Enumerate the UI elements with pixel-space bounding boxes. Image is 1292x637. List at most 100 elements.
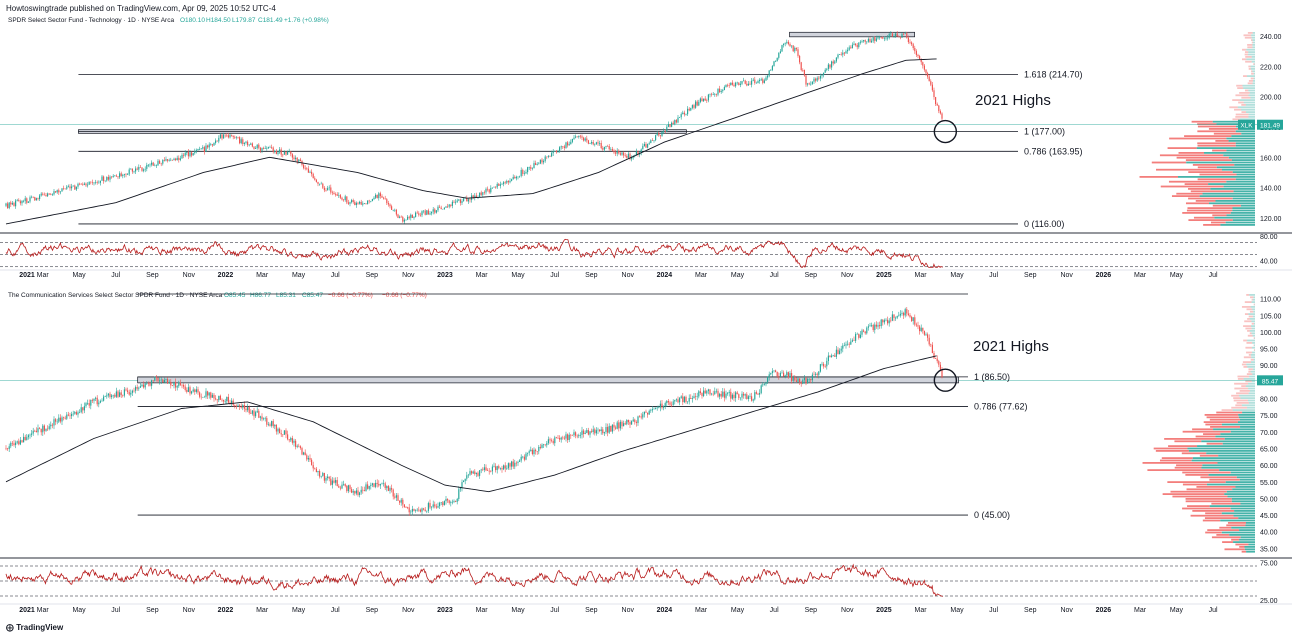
highlight-circle[interactable] (933, 368, 958, 392)
candle-body (759, 393, 761, 395)
candle-body (106, 177, 108, 181)
candle-body (730, 82, 732, 86)
candle-body (504, 465, 506, 469)
candle-body (682, 396, 684, 403)
candle-body (688, 108, 690, 111)
candle-body (907, 37, 909, 43)
volume-bar (1246, 373, 1253, 375)
y-tick-label: 40.00 (1260, 530, 1278, 537)
candle-body (352, 491, 354, 493)
volume-bar (1182, 212, 1231, 214)
candle-body (239, 405, 241, 407)
candle-body (747, 396, 749, 400)
candle-body (216, 399, 218, 401)
annotation-2021-highs: 2021 Highs (975, 92, 1051, 109)
candle-body (239, 137, 241, 144)
panel-bottom[interactable]: The Communication Services Select Sector… (0, 292, 1292, 614)
candle-body (685, 114, 687, 115)
candle-body (224, 401, 226, 402)
candle-body (783, 372, 785, 377)
candle-body (339, 195, 341, 198)
candle-body (490, 471, 492, 472)
candle-body (499, 184, 501, 186)
candle-body (8, 446, 10, 449)
volume-bar (1250, 68, 1255, 70)
y-tick-label: 55.00 (1260, 480, 1278, 487)
volume-bar (1234, 510, 1255, 512)
support-zone[interactable] (789, 31, 915, 38)
candle-body (563, 437, 565, 439)
candle-body (75, 186, 77, 190)
volume-bar (1221, 512, 1255, 515)
volume-bar (1219, 469, 1255, 471)
volume-bar (1248, 65, 1251, 68)
candle-body (320, 475, 322, 477)
candle-body (288, 439, 290, 441)
volume-bar (1236, 476, 1255, 479)
volume-bar (1241, 306, 1251, 308)
x-tick-label: Mar (256, 607, 269, 614)
candle-body (213, 394, 215, 399)
volume-bar (1185, 202, 1209, 205)
candle-body (23, 436, 25, 443)
highlight-circle[interactable] (933, 119, 958, 144)
legend-change: −0.66 (−0.77%) (328, 292, 373, 299)
candle-body (912, 44, 914, 49)
candle-body (435, 506, 437, 508)
candle-body (309, 171, 311, 173)
candle-body (186, 389, 188, 392)
candle-body (839, 54, 841, 55)
candle-body (383, 483, 385, 484)
panel-top[interactable]: SPDR Select Sector Fund - Technology · 1… (0, 17, 1292, 279)
candle-body (531, 449, 533, 455)
candle-body (563, 146, 565, 149)
x-tick-label: 2023 (437, 272, 453, 279)
candle-body (591, 431, 593, 432)
candle-body (535, 449, 537, 452)
candle-body (331, 192, 333, 194)
candle-body (351, 489, 353, 493)
candle-body (387, 203, 389, 205)
y-tick-label: 65.00 (1260, 446, 1278, 453)
candle-body (293, 440, 295, 443)
volume-bar (1251, 56, 1255, 58)
candle-body (783, 43, 785, 46)
volume-bar (1248, 402, 1255, 404)
volume-bar (1232, 219, 1255, 221)
candle-body (151, 380, 153, 386)
tradingview-logo[interactable]: ⨁ TradingView (6, 623, 63, 632)
candle-body (315, 468, 317, 473)
volume-bar (1167, 147, 1197, 149)
fib-level-label: 0 (45.00) (974, 510, 1010, 520)
candle-body (891, 314, 893, 321)
candle-body (229, 402, 231, 404)
candle-body (495, 186, 497, 188)
series-legend[interactable]: SPDR Select Sector Fund - Technology · 1… (8, 17, 329, 24)
candle-body (202, 147, 204, 149)
candle-body (264, 418, 266, 419)
volume-profile (1139, 32, 1255, 226)
candle-body (173, 382, 175, 386)
candle-body (312, 465, 314, 469)
volume-bar (1250, 77, 1254, 80)
candle-body (416, 509, 418, 511)
candle-body (291, 154, 293, 158)
candle-body (24, 436, 26, 441)
candle-body (752, 79, 754, 81)
volume-bar (1178, 152, 1205, 154)
candle-body (544, 156, 546, 161)
candle-body (171, 385, 173, 387)
support-zone[interactable] (137, 376, 959, 384)
candle-body (557, 151, 559, 153)
volume-bar (1182, 507, 1231, 510)
candle-body (285, 151, 287, 155)
moving-average-line (5, 58, 937, 225)
series-legend[interactable]: The Communication Services Select Sector… (8, 292, 427, 299)
candle-body (295, 440, 297, 447)
candle-body (323, 187, 325, 191)
volume-bar (1203, 421, 1238, 423)
candle-body (701, 393, 703, 397)
candle-body (50, 424, 52, 427)
volume-bar (1248, 315, 1253, 318)
